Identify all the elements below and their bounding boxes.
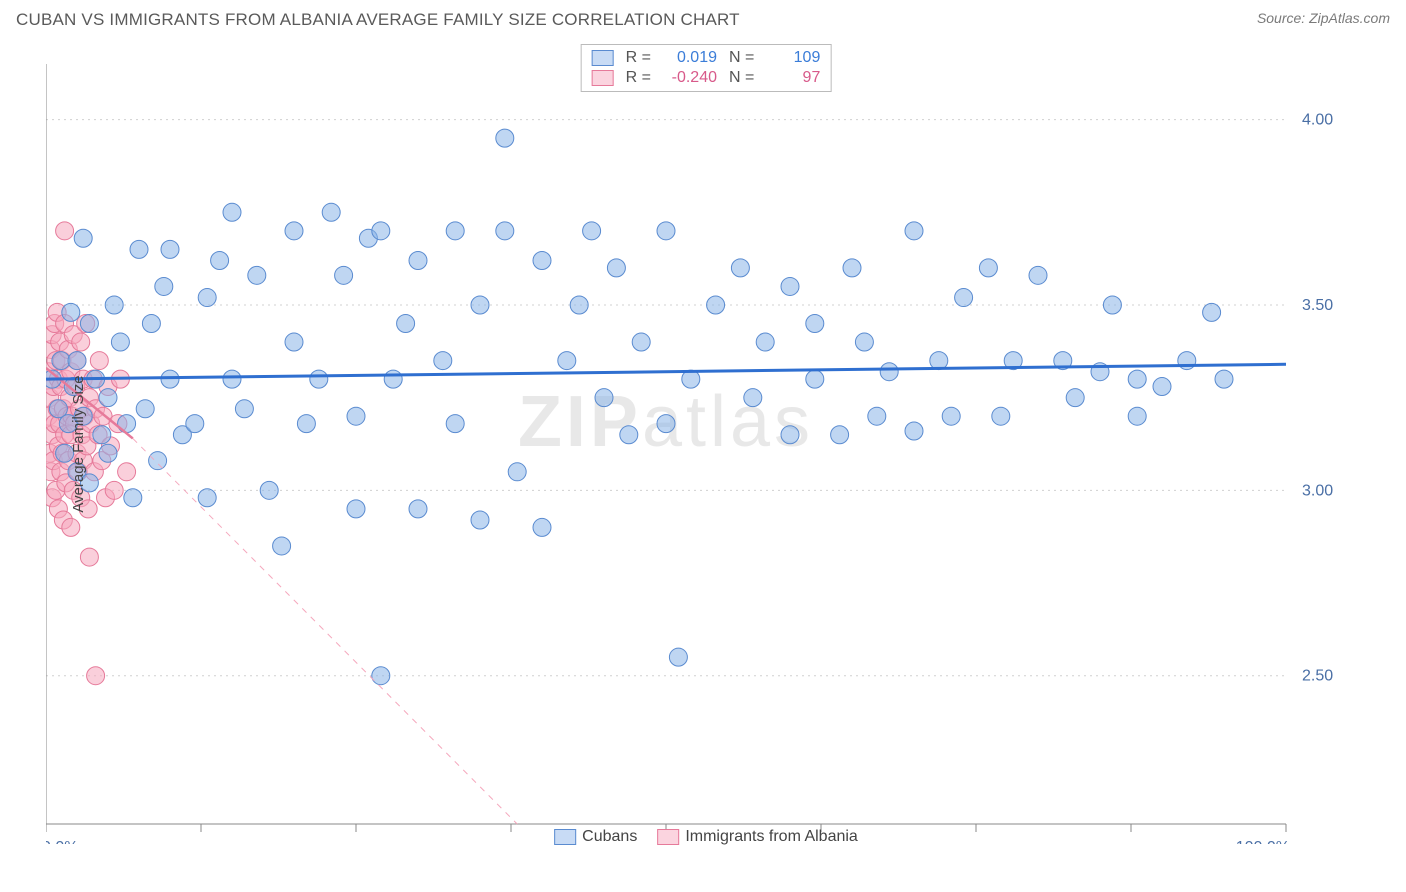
r-label: R = [626,49,651,67]
swatch-pink-icon [592,70,614,86]
svg-text:100.0%: 100.0% [1236,839,1290,844]
r-value-cubans: 0.019 [659,49,717,67]
swatch-blue-icon [592,50,614,66]
n-value-cubans: 109 [762,49,820,67]
swatch-pink-icon [657,829,679,845]
legend-label: Cubans [582,828,637,846]
series-legend: Cubans Immigrants from Albania [554,828,858,846]
legend-label: Immigrants from Albania [685,828,858,846]
n-label: N = [729,69,754,87]
legend-row-albania: R = -0.240 N = 97 [592,69,821,87]
chart-header: CUBAN VS IMMIGRANTS FROM ALBANIA AVERAGE… [0,0,1406,34]
svg-text:0.0%: 0.0% [46,839,78,844]
legend-row-cubans: R = 0.019 N = 109 [592,49,821,67]
r-value-albania: -0.240 [659,69,717,87]
chart-container: Average Family Size 2.50 3.00 3.50 4.00 0.0%… [46,44,1366,844]
chart-title: CUBAN VS IMMIGRANTS FROM ALBANIA AVERAGE… [16,10,740,30]
legend-item-albania: Immigrants from Albania [657,828,858,846]
chart-source: Source: ZipAtlas.com [1257,10,1390,26]
svg-text:3.50: 3.50 [1302,297,1333,314]
swatch-blue-icon [554,829,576,845]
svg-text:3.00: 3.00 [1302,482,1333,499]
n-value-albania: 97 [762,69,820,87]
scatter-chart: 2.503.003.504.000.0%100.0%ZIPatlas [46,44,1366,844]
r-label: R = [626,69,651,87]
svg-text:2.50: 2.50 [1302,668,1333,685]
legend-item-cubans: Cubans [554,828,637,846]
n-label: N = [729,49,754,67]
svg-text:4.00: 4.00 [1302,112,1333,129]
correlation-legend: R = 0.019 N = 109 R = -0.240 N = 97 [581,44,832,92]
y-axis-label: Average Family Size [70,375,87,512]
